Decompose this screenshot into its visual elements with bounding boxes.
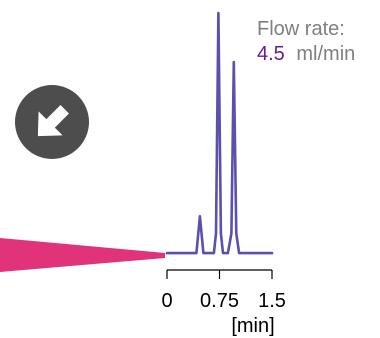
- x-tick-label-0: 0: [161, 290, 172, 312]
- flow-rate-label: Flow rate:: [257, 18, 345, 40]
- x-tick-label-1: 0.75: [200, 290, 239, 312]
- light-beam: [0, 238, 165, 272]
- x-axis-label: [min]: [231, 315, 274, 337]
- flow-rate-value: 4.5: [257, 43, 285, 65]
- flow-rate-readout: 4.5 ml/min: [257, 43, 355, 65]
- flow-rate-unit: ml/min: [296, 43, 355, 65]
- x-tick-label-2: 1.5: [258, 290, 286, 312]
- chromatogram-trace: [165, 11, 274, 255]
- chromatogram: 0 0.75 1.5 [min]: [161, 11, 286, 337]
- arrow-down-right-icon: [15, 85, 89, 159]
